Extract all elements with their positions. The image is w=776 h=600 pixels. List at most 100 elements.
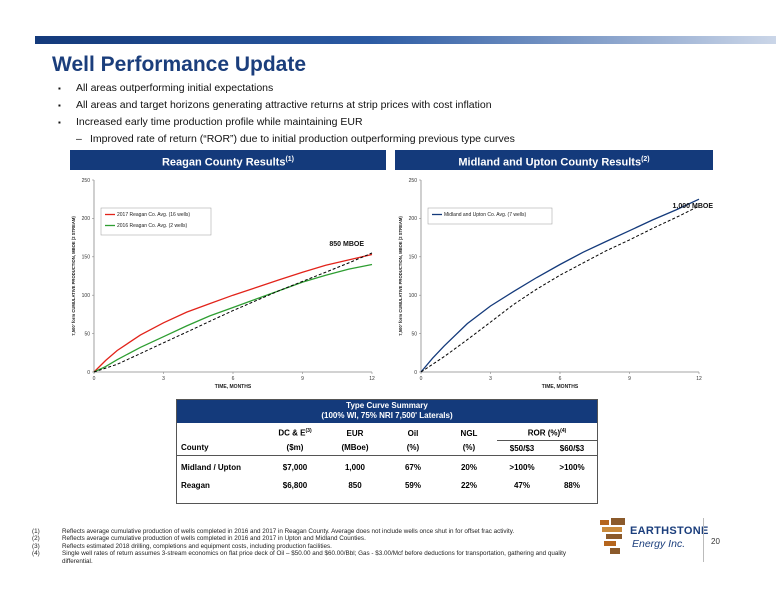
series-line (93, 263, 373, 373)
x-tick-label: 9 (301, 376, 304, 382)
summary-group-header-row: DC & E(3) EUR Oil NGL ROR (%)(4) (177, 423, 597, 441)
footnote: (1) Reflects average cumulative productio… (32, 528, 515, 535)
footnotes: (1) Reflects average cumulative productio… (32, 528, 592, 565)
reagan-panel-header: Reagan County Results(1) (70, 150, 386, 170)
earthstone-logo-icon (600, 518, 625, 554)
x-tick-label: 3 (489, 376, 492, 382)
summary-header: Type Curve Summary (100% WI, 75% NRI 7,5… (177, 400, 597, 423)
series-line (93, 253, 373, 373)
summary-units-row: County ($m) (MBoe) (%) (%) $50/$3 $60/$3 (177, 440, 597, 456)
x-tick-label: 9 (628, 376, 631, 382)
unit-dce: ($m) (265, 440, 325, 456)
type-curve-dashed-line (420, 205, 700, 373)
cell-dce: $7,000 (282, 462, 308, 472)
reagan-panel-title: Reagan County Results (161, 156, 286, 169)
footnote: (3) Reflects estimated 2018 drilling, com… (32, 542, 332, 550)
logo-tagline: Energy Inc. (632, 538, 686, 550)
table-row: Reagan $6,800 850 59% 22% 47% 88% (177, 478, 597, 492)
series-line (420, 198, 700, 373)
bullet-marker: ▪ (58, 118, 61, 127)
x-tick-label: 12 (696, 376, 702, 382)
x-tick-label: 6 (559, 376, 562, 382)
unit-oil: (%) (385, 440, 441, 456)
eur-annotation: 1,000 MBOE (673, 203, 714, 210)
summary-subtitle: (100% WI, 75% NRI 7,500' Laterals) (321, 411, 453, 420)
reagan-chart-svg: 0 3 6 9 12 0 50 100 150 200 250 TIME, MONTHS 7,500' … (71, 178, 375, 390)
footer-divider (703, 518, 704, 562)
y-tick-label: 250 (409, 178, 418, 184)
bullet-marker: ▪ (58, 84, 61, 93)
cell-ror-50: >100% (509, 462, 535, 472)
cell-eur: 850 (348, 480, 362, 490)
col-header-ngl: NGL (460, 428, 478, 438)
summary-grid: DC & E(3) EUR Oil NGL ROR (%)(4) County … (177, 423, 597, 492)
table-row: Midland / Upton $7,000 1,000 67% 20% >10… (177, 460, 597, 474)
col-header-ror: ROR (%)(4) (497, 423, 597, 441)
midland-panel-title: Midland and Upton County Results (458, 156, 642, 169)
y-tick-label: 250 (82, 178, 91, 184)
page-title: Well Performance Update (52, 53, 307, 76)
y-axis-label: 7,500' form CUMULATIVE PRODUCTION, MBOE … (398, 216, 403, 336)
x-tick-label: 0 (93, 376, 96, 382)
cell-county: Midland / Upton (181, 462, 241, 472)
legend-box (427, 207, 553, 225)
cell-oil: 59% (404, 480, 421, 490)
reagan-panel-footnote-ref: (1) (285, 156, 295, 163)
reagan-production-chart: 0 3 6 9 12 0 50 100 150 200 250 TIME, MONTHS 7,500' … (68, 172, 388, 397)
bullet-list: ▪ All areas outperforming initial expecta… (58, 80, 758, 148)
col-header-oil: Oil (407, 428, 419, 438)
bullet-text: Increased early time production profile … (76, 116, 363, 128)
y-tick-label: 50 (411, 331, 417, 337)
cell-ngl: 20% (460, 462, 477, 472)
midland-panel-footnote-ref: (2) (641, 156, 650, 163)
y-tick-label: 0 (87, 370, 90, 376)
y-axis-label: 7,500' form CUMULATIVE PRODUCTION, MBOE … (71, 216, 76, 336)
sub-bullet-text: Improved rate of return (“ROR”) due to i… (90, 133, 515, 145)
midland-chart-svg: 0 3 6 9 12 0 50 100 150 200 250 TIME, MONTHS 7,500' … (398, 178, 714, 390)
cell-ror-50: 47% (513, 480, 530, 490)
page-number: 20 (711, 537, 720, 546)
footnote: (2) Reflects average cumulative productio… (32, 535, 366, 543)
y-tick-label: 0 (414, 370, 417, 376)
x-axis-label: TIME, MONTHS (542, 384, 579, 390)
x-tick-label: 3 (162, 376, 165, 382)
legend-label: 2017 Reagan Co. Avg. (16 wells) (117, 212, 190, 218)
bullet-item: ▪ Increased early time production profile… (58, 114, 758, 131)
logo-name: EARTHSTONE (630, 525, 709, 537)
bullet-marker: ▪ (58, 101, 61, 110)
col-header-county: County (177, 440, 265, 456)
y-tick-label: 100 (409, 293, 418, 299)
y-tick-label: 50 (84, 331, 90, 337)
bullet-item: ▪ All areas outperforming initial expecta… (58, 80, 758, 97)
y-tick-label: 200 (82, 216, 91, 222)
footnote: (4) Single well rates of return assumes 3… (32, 550, 567, 565)
cell-ror-60: 88% (563, 480, 580, 490)
cell-eur: 1,000 (344, 462, 366, 472)
cell-oil: 67% (404, 462, 421, 472)
legend-box (100, 207, 212, 236)
cell-ror-60: >100% (559, 462, 585, 472)
midland-panel-header: Midland and Upton County Results(2) (395, 150, 713, 170)
type-curve-summary-table: Type Curve Summary (100% WI, 75% NRI 7,5… (176, 399, 598, 504)
cell-dce: $6,800 (282, 480, 308, 490)
header-bar (35, 36, 776, 44)
x-tick-label: 0 (420, 376, 423, 382)
bullet-item: ▪ All areas and target horizons generatin… (58, 97, 758, 114)
bullet-text: All areas and target horizons generating… (76, 99, 492, 111)
unit-ror-50: $50/$3 (497, 440, 547, 456)
unit-ngl: (%) (441, 440, 497, 456)
sub-bullet-item: – Improved rate of return (“ROR”) due to … (58, 131, 758, 148)
unit-ror-60: $60/$3 (547, 440, 597, 456)
x-tick-label: 6 (232, 376, 235, 382)
cell-ngl: 22% (460, 480, 477, 490)
legend-label: 2016 Reagan Co. Avg. (2 wells) (117, 223, 188, 229)
summary-title: Type Curve Summary (346, 401, 428, 410)
type-curve-dashed-line (93, 252, 373, 373)
eur-annotation: 850 MBOE (329, 241, 364, 248)
y-tick-label: 150 (409, 255, 418, 261)
col-header-eur: EUR (346, 428, 364, 438)
y-tick-label: 200 (409, 216, 418, 222)
sub-bullet-marker: – (76, 133, 82, 145)
cell-county: Reagan (181, 480, 210, 490)
x-axis-label: TIME, MONTHS (215, 384, 252, 390)
